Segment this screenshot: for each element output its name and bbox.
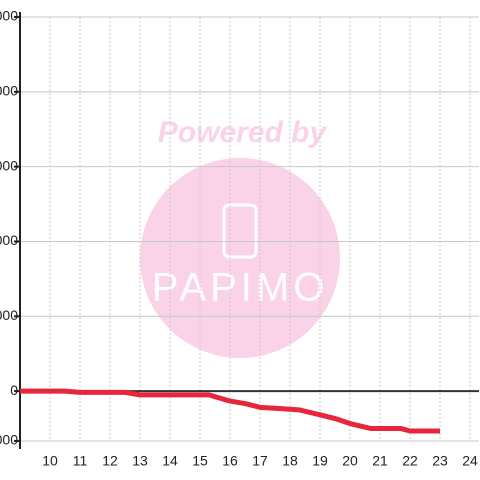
x-tick-label: 20 (342, 453, 358, 469)
y-tick-label: 120,000 (0, 83, 18, 99)
y-tick-label: 90,000 (0, 157, 18, 173)
x-tick-label: 11 (73, 453, 88, 469)
watermark-phone (222, 203, 258, 259)
y-tick-label: -20,000 (0, 432, 18, 448)
y-tick-label: 150,000 (0, 8, 18, 24)
watermark-logo: PAPIMO (152, 266, 329, 310)
x-tick-label: 21 (372, 453, 388, 469)
x-tick-label: 13 (132, 453, 148, 469)
plot (20, 388, 440, 434)
x-tick-label: 12 (102, 453, 118, 469)
watermark-text: Powered by (158, 116, 328, 149)
y-tick-label: 60,000 (0, 232, 18, 248)
x-tick-label: 19 (312, 453, 328, 469)
line-series (20, 388, 440, 434)
x-tick-label: 23 (432, 453, 448, 469)
x-tick-label: 16 (222, 453, 238, 469)
grid: -20,000 0 30,000 60,000 90,000 120,000 150,000… (0, 8, 479, 469)
x-tick-label: 18 (282, 453, 298, 469)
y-tick-label: 0 (10, 382, 18, 398)
x-tick-label: 17 (252, 453, 268, 469)
x-tick-label: 10 (42, 453, 58, 469)
x-tick-label: 15 (192, 453, 208, 469)
x-tick-label: 22 (402, 453, 418, 469)
x-tick-label: 24 (462, 453, 478, 469)
x-tick-label: 14 (162, 453, 178, 469)
y-tick-label: 30,000 (0, 307, 18, 323)
